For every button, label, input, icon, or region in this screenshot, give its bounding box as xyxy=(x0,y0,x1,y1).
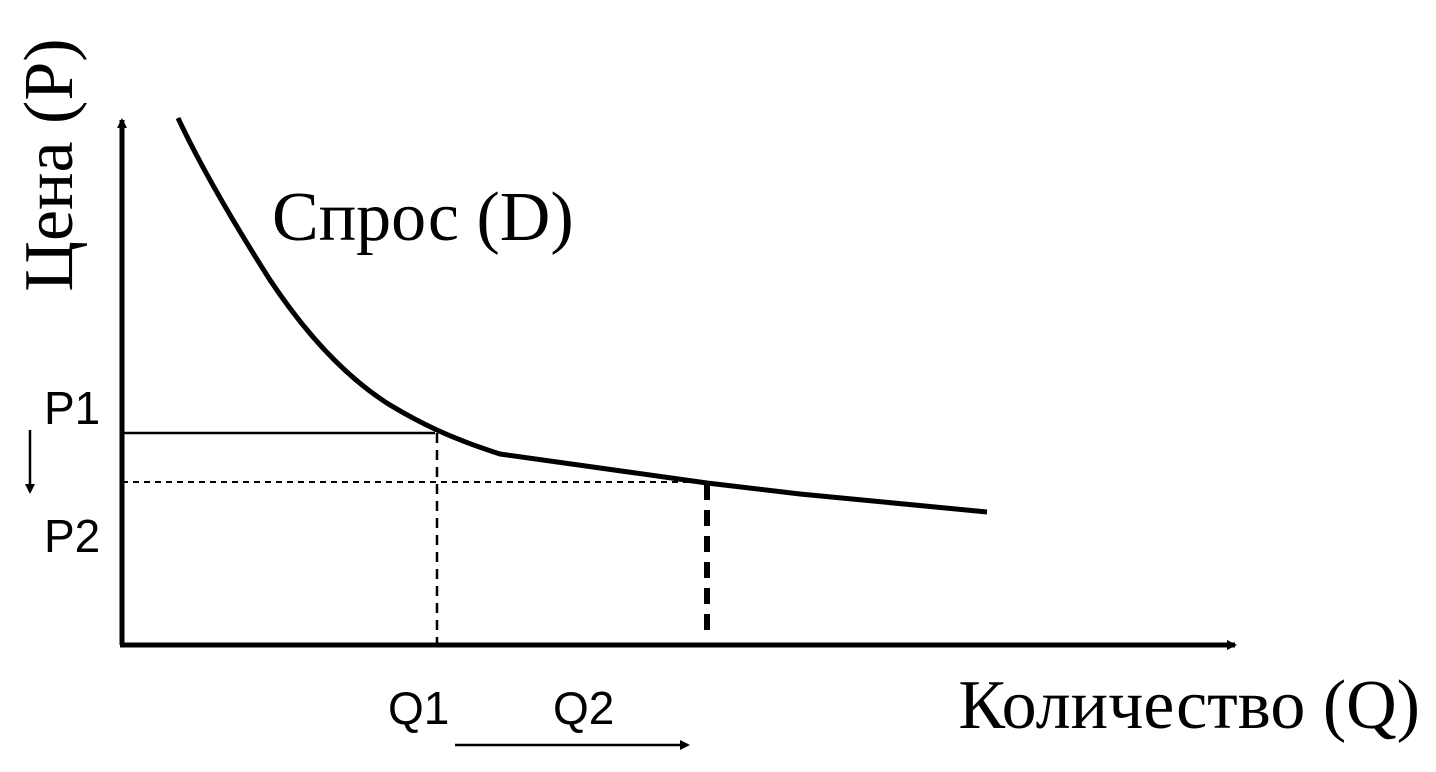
price-label: P2 xyxy=(44,510,100,562)
x-axis-label: Количество (Q) xyxy=(958,667,1420,744)
demand-curve xyxy=(175,116,988,515)
price-label: P1 xyxy=(44,382,100,434)
quantity-label: Q2 xyxy=(553,682,614,734)
curve-label: Спрос (D) xyxy=(272,179,574,256)
y-axis-label: Цена (P) xyxy=(11,38,88,291)
quantity-label: Q1 xyxy=(388,682,449,734)
